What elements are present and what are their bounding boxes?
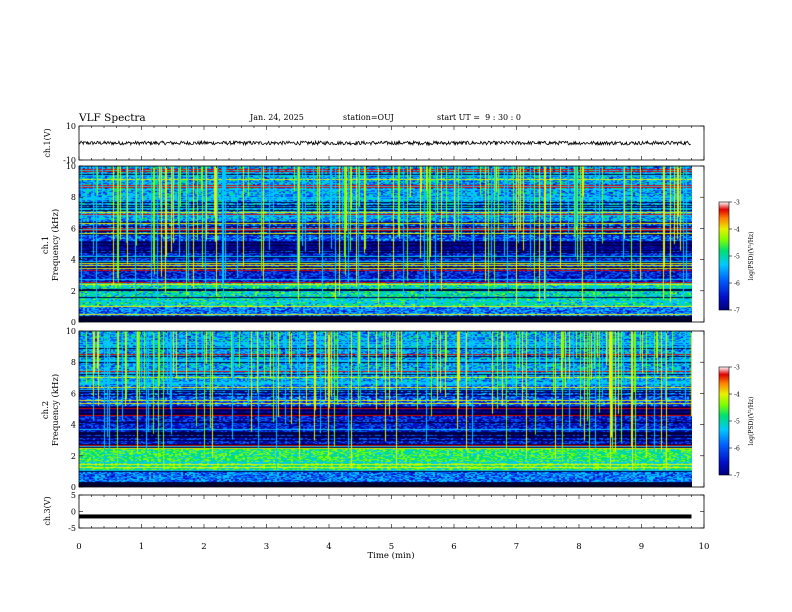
colorbar-tick-label: -6 (734, 281, 740, 288)
colorbar-tick-label: -4 (734, 392, 740, 399)
colorbar-label: log(PSD)(V²/Hz) (748, 397, 755, 446)
ch1-waveform-panel: 10 -10 (63, 122, 705, 165)
colorbar-tick-label: -3 (734, 200, 740, 207)
ch2-spectrogram-ylabel-channel: ch.2 (41, 401, 51, 419)
colorbar-gradient (718, 201, 730, 311)
ch1-waveform-ylabel: ch.1(V) (43, 128, 52, 157)
y-tick-label: 10 (66, 162, 76, 171)
station-label: station=OUJ (343, 113, 394, 122)
y-tick-label: 6 (71, 389, 76, 398)
ch1-spectrogram-ylabel-channel: ch.1 (41, 236, 51, 254)
spectrogram-image (79, 331, 692, 487)
x-tick-label: 2 (201, 542, 206, 552)
y-tick-label: -5 (68, 524, 76, 533)
start-time-label: start UT = 9 : 30 : 0 (437, 113, 522, 122)
ch3-waveform-ylabel: ch.3(V) (43, 496, 52, 525)
time-axis: 0 1 2 3 4 5 6 7 8 9 10 (76, 542, 709, 552)
ch2-spectrogram-ylabel-frequency: Frequency (kHz) (50, 374, 61, 446)
x-tick-label: 3 (264, 542, 269, 552)
ch1-waveform-trace (78, 139, 691, 147)
ch1-colorbar: -3 -4 -5 -6 -7 log(PSD)(V²/Hz) (718, 200, 755, 315)
y-tick-label: 4 (71, 421, 76, 430)
x-tick-label: 1 (139, 542, 144, 552)
y-tick-label: 8 (71, 193, 76, 202)
x-tick-label: 8 (576, 542, 581, 552)
colorbar-tick-label: -7 (734, 308, 740, 315)
xaxis-label: Time (min) (367, 550, 414, 561)
ch3-waveform-trace (79, 514, 692, 519)
plot-title: VLF Spectra (79, 112, 146, 124)
y-tick-label: 8 (71, 358, 76, 367)
y-tick-label: 2 (71, 287, 76, 296)
colorbar-tick-label: -3 (734, 365, 740, 372)
x-tick-label: 10 (699, 542, 710, 552)
ch2-colorbar: -3 -4 -5 -6 -7 log(PSD)(V²/Hz) (718, 365, 755, 480)
date-label: Jan. 24, 2025 (250, 113, 304, 122)
x-tick-label: 7 (514, 542, 519, 552)
x-tick-label: 4 (326, 542, 331, 552)
ch2-spectrogram-panel: 0 2 4 6 8 10 (66, 327, 705, 492)
y-tick-label: 5 (71, 491, 76, 500)
spectrogram-image (79, 166, 692, 322)
y-tick-label: 6 (71, 224, 76, 233)
colorbar-tick-label: -7 (734, 473, 740, 480)
y-tick-label: 0 (71, 483, 76, 492)
y-tick-label: 4 (71, 256, 76, 265)
x-tick-label: 0 (76, 542, 81, 552)
x-tick-label: 5 (389, 542, 394, 552)
y-tick-label: 10 (66, 327, 76, 336)
y-tick-label: -10 (63, 156, 76, 165)
x-tick-label: 6 (451, 542, 456, 552)
colorbar-tick-label: -6 (734, 446, 740, 453)
y-tick-label: 2 (71, 452, 76, 461)
colorbar-tick-label: -5 (734, 254, 740, 261)
panel-frame (78, 494, 705, 529)
y-tick-label: 0 (71, 318, 76, 327)
colorbar-ticks: -3 -4 -5 -6 -7 (729, 200, 740, 315)
x-tick-label: 9 (639, 542, 644, 552)
ch1-spectrogram-panel: 0 2 4 6 8 10 (66, 162, 705, 327)
ch3-waveform-panel: 5 0 -5 (68, 491, 705, 533)
colorbar-tick-label: -5 (734, 419, 740, 426)
colorbar-ticks: -3 -4 -5 -6 -7 (729, 365, 740, 480)
colorbar-label: log(PSD)(V²/Hz) (748, 232, 755, 281)
y-tick-label: 10 (66, 122, 76, 131)
ch1-spectrogram-ylabel-frequency: Frequency (kHz) (50, 209, 61, 281)
y-tick-label: 0 (71, 508, 76, 517)
colorbar-gradient (718, 366, 730, 476)
colorbar-tick-label: -4 (734, 227, 740, 234)
